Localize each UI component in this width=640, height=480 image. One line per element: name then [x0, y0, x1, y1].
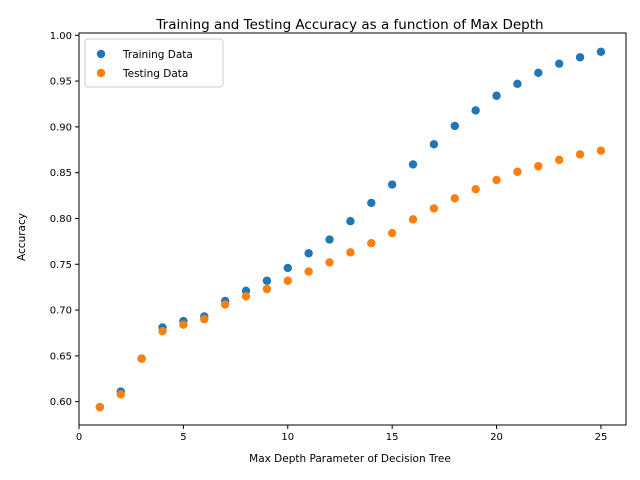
x-tick-label: 20 [490, 432, 503, 443]
data-point [429, 140, 439, 149]
data-point [137, 354, 146, 363]
x-tick-label: 5 [180, 432, 186, 443]
data-point [95, 402, 105, 412]
x-axis-ticks: 0 5 10 15 20 25 [76, 425, 608, 443]
data-point [534, 162, 543, 171]
y-tick-label: 0.60 [50, 397, 72, 408]
data-point [596, 146, 606, 155]
data-point [325, 235, 334, 244]
legend-marker [96, 68, 106, 78]
y-axis-label: Accuracy [16, 213, 28, 261]
data-point [596, 47, 606, 56]
y-tick-label: 0.75 [50, 260, 72, 271]
y-tick-label: 0.95 [50, 77, 72, 88]
x-tick-label: 15 [386, 432, 399, 443]
data-point [387, 228, 397, 238]
data-point [262, 276, 272, 285]
plot-area-frame [78, 32, 627, 426]
data-point [283, 276, 292, 285]
data-point [367, 198, 376, 208]
x-tick-label: 10 [281, 432, 294, 443]
data-point [241, 292, 251, 301]
data-point [408, 160, 418, 169]
chart-title: Training and Testing Accuracy as a funct… [155, 17, 543, 33]
y-tick-label: 0.85 [50, 168, 72, 179]
data-point [429, 204, 439, 213]
legend-entry-label: Training Data [122, 49, 193, 61]
data-point [554, 155, 564, 165]
series-testing-data [95, 146, 606, 412]
y-axis-ticks: 0.60 0.65 0.70 0.75 0.80 0.85 0.90 0.95 1.00 [50, 31, 79, 408]
data-point [554, 59, 564, 68]
data-point [304, 249, 313, 258]
data-point [304, 267, 313, 276]
data-point [220, 300, 230, 309]
data-point [116, 390, 125, 399]
legend-marker [96, 49, 106, 59]
data-point [387, 180, 397, 189]
x-tick-label: 0 [76, 432, 82, 443]
y-tick-label: 0.90 [50, 122, 72, 133]
y-tick-label: 0.70 [50, 306, 72, 317]
data-point [513, 167, 522, 176]
x-tick-label: 25 [595, 432, 608, 443]
x-axis-label: Max Depth Parameter of Decision Tree [249, 453, 451, 465]
y-tick-label: 0.65 [50, 351, 72, 362]
data-point [346, 248, 355, 257]
y-tick-label: 0.80 [50, 214, 72, 225]
data-point [471, 106, 480, 115]
data-point [325, 258, 334, 267]
data-point [367, 238, 376, 248]
data-point [408, 215, 418, 224]
data-point [492, 175, 501, 185]
legend-box [84, 38, 224, 88]
data-point [492, 91, 501, 100]
data-point [262, 284, 272, 294]
data-point [575, 53, 585, 62]
data-point [513, 79, 522, 89]
y-tick-label: 1.00 [50, 31, 72, 42]
data-point [179, 320, 188, 329]
data-point [450, 121, 460, 131]
legend-entry-label: Testing Data [122, 68, 188, 80]
data-point [346, 217, 355, 226]
data-point [575, 150, 585, 159]
data-point [158, 326, 167, 336]
data-point [283, 263, 292, 273]
data-point [200, 315, 209, 324]
data-point [534, 68, 543, 78]
legend: Training Data Testing Data [84, 38, 224, 88]
data-point [450, 194, 460, 203]
data-points [95, 47, 606, 412]
data-point [471, 184, 480, 194]
